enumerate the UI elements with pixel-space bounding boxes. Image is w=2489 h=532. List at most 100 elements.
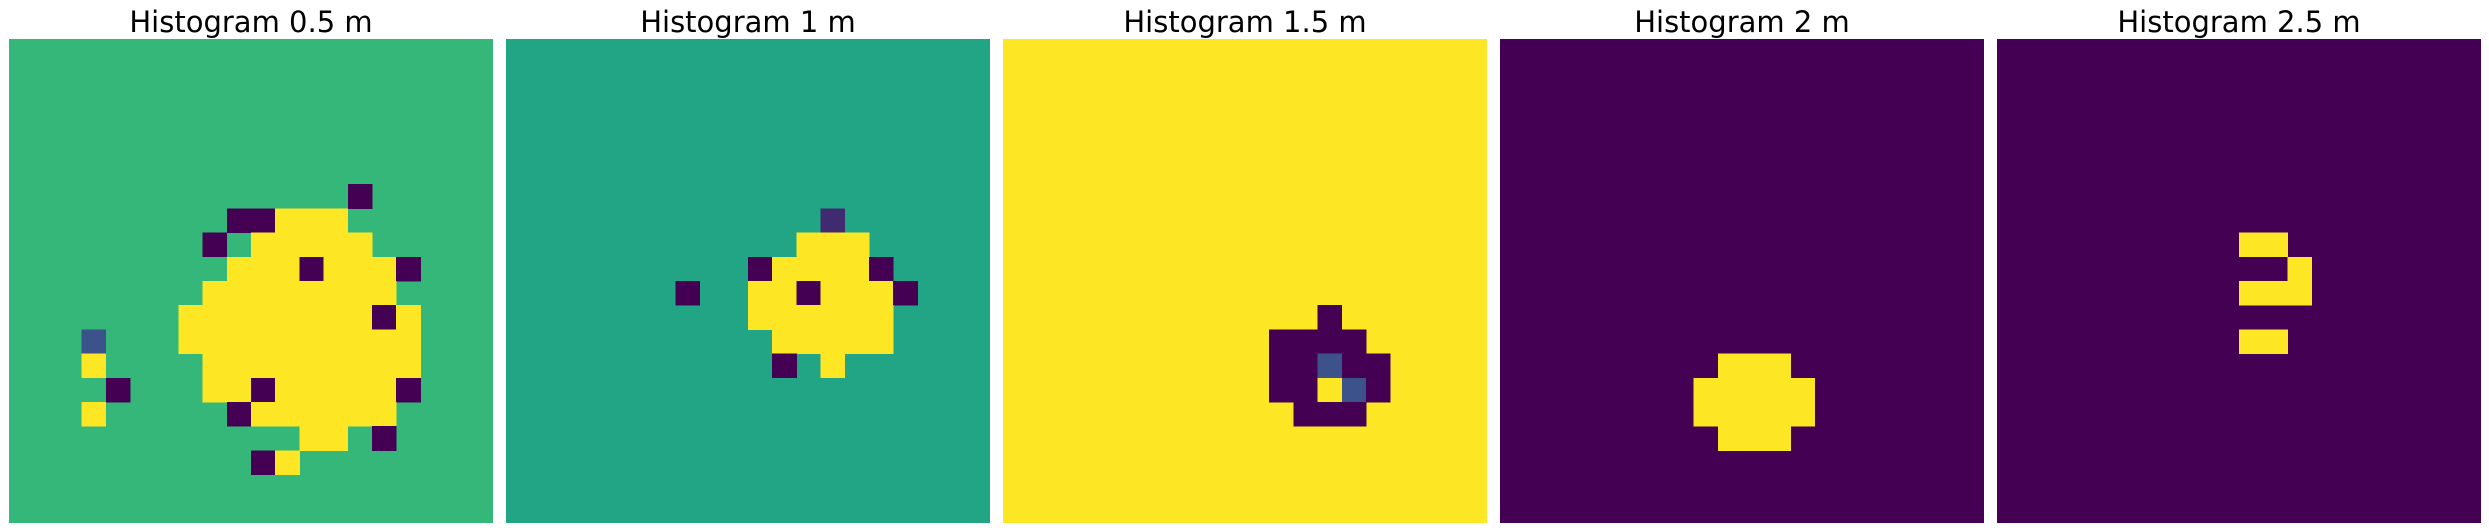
heatmap-cell (1790, 378, 1815, 403)
heatmap-cell (1790, 402, 1815, 427)
heatmap-cell (251, 354, 276, 379)
heatmap-cell (251, 378, 276, 403)
heatmap-cell (772, 329, 797, 354)
heatmap-cell (299, 354, 324, 379)
heatmap-cell (396, 354, 421, 379)
heatmap-cell (1293, 354, 1318, 379)
heatmap-cell (821, 354, 846, 379)
panel-title: Histogram 1 m (506, 4, 990, 40)
heatmap-cell (299, 305, 324, 330)
heatmap-cell (299, 257, 324, 282)
heatmap-cell (299, 233, 324, 258)
heatmap-cell (1318, 378, 1343, 403)
heatmap-cell (869, 329, 894, 354)
heatmap-cell (1718, 354, 1743, 379)
heatmap-cell (1269, 329, 1294, 354)
panel-title: Histogram 2.5 m (1997, 4, 2481, 40)
heatmap-cell (348, 402, 373, 427)
heatmap-cell (299, 426, 324, 451)
heatmap-cell (227, 329, 252, 354)
heatmap-cell (372, 281, 397, 306)
heatmap-cell (251, 329, 276, 354)
heatmap-cell (1766, 402, 1791, 427)
heatmap-cell (299, 208, 324, 233)
heatmap-cell (251, 257, 276, 282)
heatmap-cell (1718, 402, 1743, 427)
heatmap-cell (1293, 329, 1318, 354)
heatmap-cell (1269, 354, 1294, 379)
heatmap-cell (396, 257, 421, 282)
heatmap-cell (372, 426, 397, 451)
heatmap-cell (772, 354, 797, 379)
heatmap-cell (821, 329, 846, 354)
heatmap-cell (324, 281, 349, 306)
heatmap-cell (845, 281, 870, 306)
heatmap-histogram-1m (506, 39, 990, 523)
heatmap-cell (796, 305, 821, 330)
heatmap-cell (348, 329, 373, 354)
heatmap-cell (1342, 378, 1367, 403)
heatmap-cell (1318, 402, 1343, 427)
heatmap-cell (178, 305, 203, 330)
heatmap-cell (203, 378, 228, 403)
heatmap-cell (1694, 378, 1719, 403)
heatmap-cell (227, 281, 252, 306)
heatmap-cell (1318, 354, 1343, 379)
heatmap-cell (372, 329, 397, 354)
heatmap-cell (324, 208, 349, 233)
heatmap-cell (251, 208, 276, 233)
heatmap-cell (845, 329, 870, 354)
heatmap-cell (796, 329, 821, 354)
heatmap-cell (348, 257, 373, 282)
heatmap-cell (396, 305, 421, 330)
heatmap-cell (1718, 378, 1743, 403)
heatmap-cell (251, 281, 276, 306)
heatmap-cell (251, 402, 276, 427)
heatmap-cell (675, 281, 700, 306)
heatmap-cell (251, 450, 276, 475)
heatmap-cell (324, 305, 349, 330)
heatmap-cell (2263, 329, 2288, 354)
heatmap-cell (348, 281, 373, 306)
heatmap-histogram-2m (1500, 39, 1984, 523)
heatmap-cell (2239, 281, 2264, 306)
heatmap-cell (2287, 257, 2312, 282)
heatmap-cell (299, 329, 324, 354)
heatmap-cell (372, 305, 397, 330)
heatmap-cell (227, 354, 252, 379)
heatmap-cell (869, 305, 894, 330)
heatmap-cell (275, 402, 300, 427)
heatmap-histogram-0-5m (9, 39, 493, 523)
heatmap-cell (203, 305, 228, 330)
heatmap-cell (324, 354, 349, 379)
heatmap-cell (772, 257, 797, 282)
heatmap-cell (275, 281, 300, 306)
heatmap-cell (299, 378, 324, 403)
heatmap-cell (821, 208, 846, 233)
heatmap-cell (1342, 402, 1367, 427)
heatmap-cell (227, 257, 252, 282)
heatmap-cell (1742, 354, 1767, 379)
heatmap-cell (227, 305, 252, 330)
heatmap-cell (796, 233, 821, 258)
heatmap-cell (324, 257, 349, 282)
heatmap-cell (869, 281, 894, 306)
heatmap-cell (1318, 329, 1343, 354)
heatmap-cell (82, 402, 107, 427)
heatmap-background (1003, 39, 1487, 523)
heatmap-cell (203, 281, 228, 306)
heatmap-cell (348, 305, 373, 330)
heatmap-cell (821, 233, 846, 258)
heatmap-cell (203, 329, 228, 354)
heatmap-cell (275, 378, 300, 403)
heatmap-cell (372, 402, 397, 427)
heatmap-cell (1342, 329, 1367, 354)
heatmap-cell (748, 305, 773, 330)
heatmap-cell (1742, 378, 1767, 403)
heatmap-cell (372, 354, 397, 379)
panel-title: Histogram 2 m (1500, 4, 1984, 40)
heatmap-cell (1694, 402, 1719, 427)
heatmap-histogram-2-5m (1997, 39, 2481, 523)
heatmap-cell (324, 378, 349, 403)
heatmap-cell (275, 354, 300, 379)
